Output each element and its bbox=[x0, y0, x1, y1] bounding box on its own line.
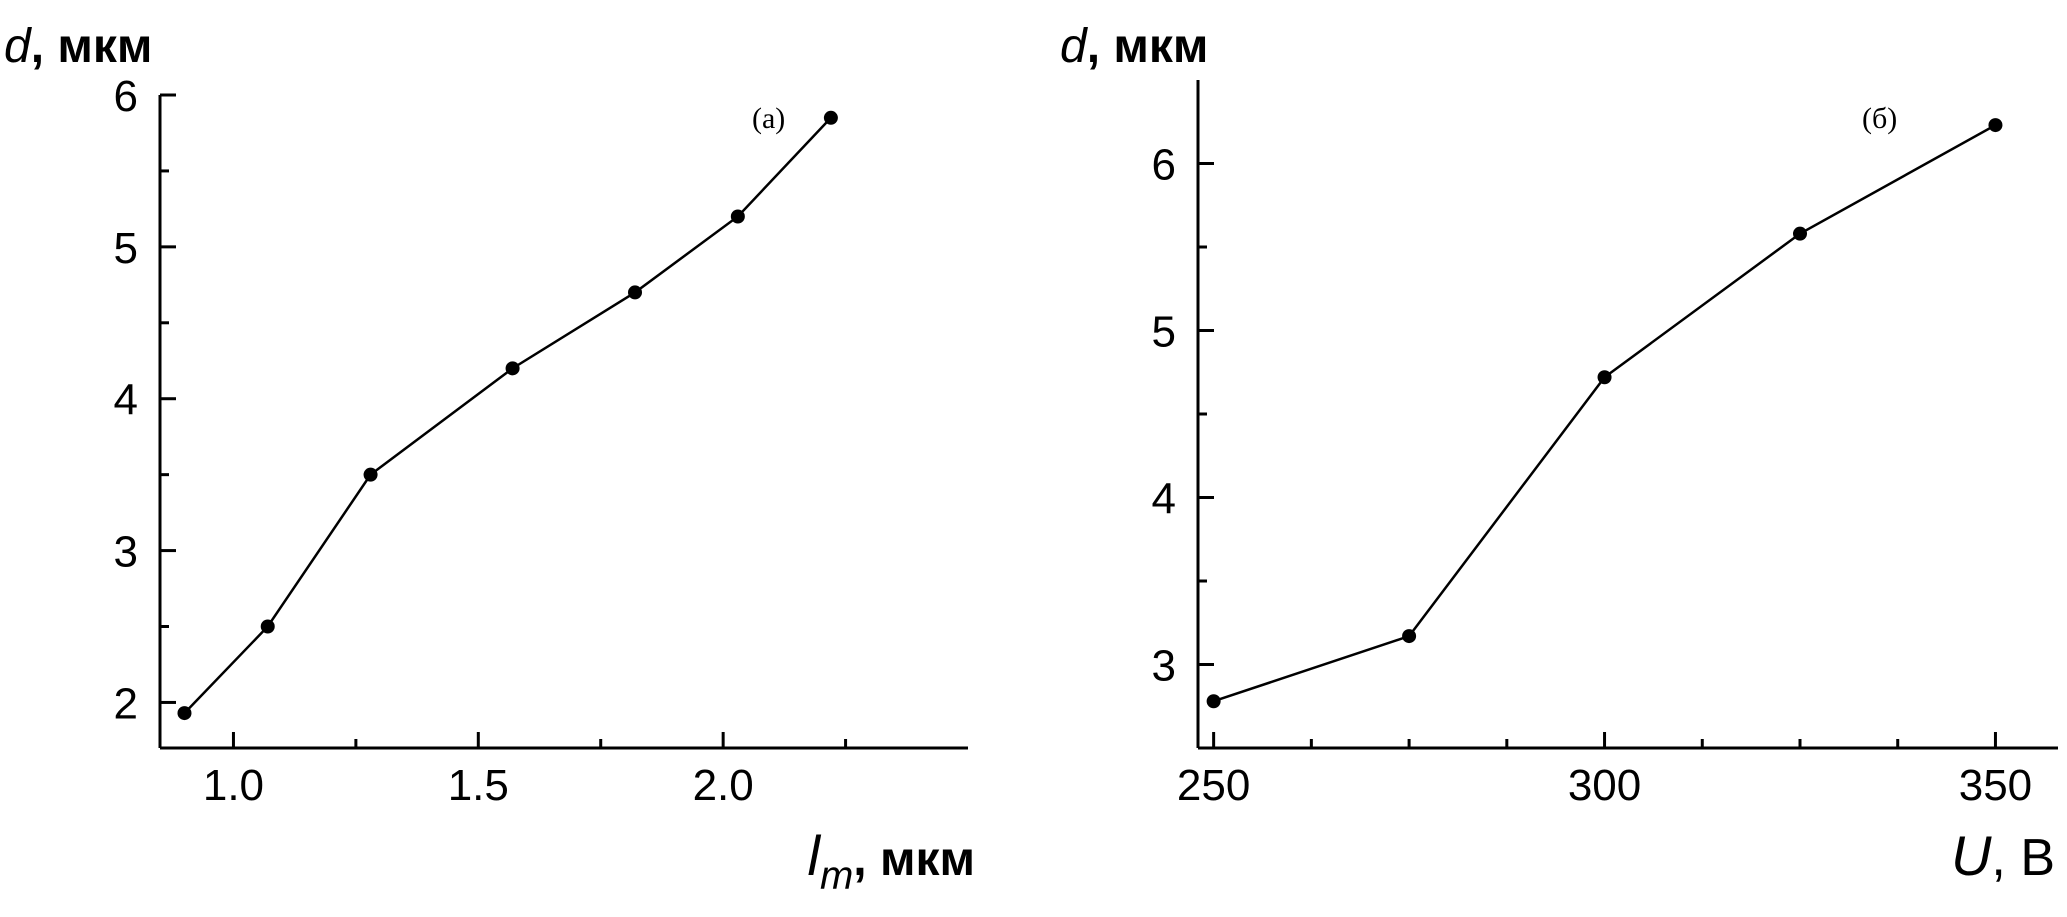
y-axis-symbol: d bbox=[1060, 20, 1088, 73]
panel-label: (б) bbox=[1862, 102, 1897, 135]
data-point bbox=[1793, 226, 1807, 241]
series-line-1 bbox=[1213, 123, 1997, 703]
y-tick-label: 2 bbox=[114, 679, 138, 728]
x-axis-unit: , мкм bbox=[853, 833, 975, 886]
y-axis-unit: , мкм bbox=[1087, 20, 1209, 73]
data-point bbox=[1402, 629, 1417, 644]
y-tick-label: 4 bbox=[1152, 475, 1176, 524]
chart-panel-2: 3 4 5 6 250 300 350 d, мкм U, В (б) bbox=[1060, 20, 2058, 887]
y-tick-label: 3 bbox=[114, 528, 138, 577]
data-point bbox=[505, 361, 520, 376]
y-axis-symbol: d bbox=[4, 20, 32, 73]
series-line-1 bbox=[183, 116, 832, 714]
y-axis-unit: , мкм bbox=[31, 20, 153, 73]
data-point bbox=[1206, 694, 1221, 709]
x-axis-title: lm, мкм bbox=[808, 824, 976, 898]
data-point bbox=[260, 619, 275, 634]
x-tick-label: 300 bbox=[1568, 761, 1641, 810]
panel-label: (a) bbox=[752, 102, 785, 135]
x-axis-unit: , В bbox=[1991, 829, 2055, 887]
data-point bbox=[363, 467, 378, 482]
y-tick-label: 6 bbox=[1152, 141, 1176, 190]
data-point bbox=[1597, 370, 1612, 385]
data-point bbox=[823, 110, 838, 125]
y-tick-label: 5 bbox=[114, 224, 138, 273]
y-axis-title: d, мкм bbox=[4, 20, 152, 73]
y-axis-title: d, мкм bbox=[1060, 20, 1208, 73]
y-tick-label: 6 bbox=[114, 72, 138, 121]
x-tick-label: 1.0 bbox=[203, 761, 264, 810]
y-tick-label: 5 bbox=[1152, 308, 1176, 357]
x-tick-label: 350 bbox=[1959, 761, 2032, 810]
data-point bbox=[730, 209, 745, 224]
x-tick-label: 1.5 bbox=[448, 761, 509, 810]
data-point bbox=[628, 285, 643, 300]
x-axis-title: U, В bbox=[1951, 824, 2055, 887]
x-axis-subscript: m bbox=[820, 854, 853, 898]
data-point bbox=[177, 706, 192, 721]
y-tick-label: 3 bbox=[1152, 642, 1176, 691]
x-tick-label: 250 bbox=[1177, 761, 1250, 810]
y-tick-label: 4 bbox=[114, 376, 138, 425]
x-tick-label: 2.0 bbox=[693, 761, 754, 810]
x-axis-symbol: U bbox=[1951, 824, 1992, 887]
x-axis-symbol: l bbox=[808, 824, 822, 887]
data-point bbox=[1988, 118, 2003, 133]
